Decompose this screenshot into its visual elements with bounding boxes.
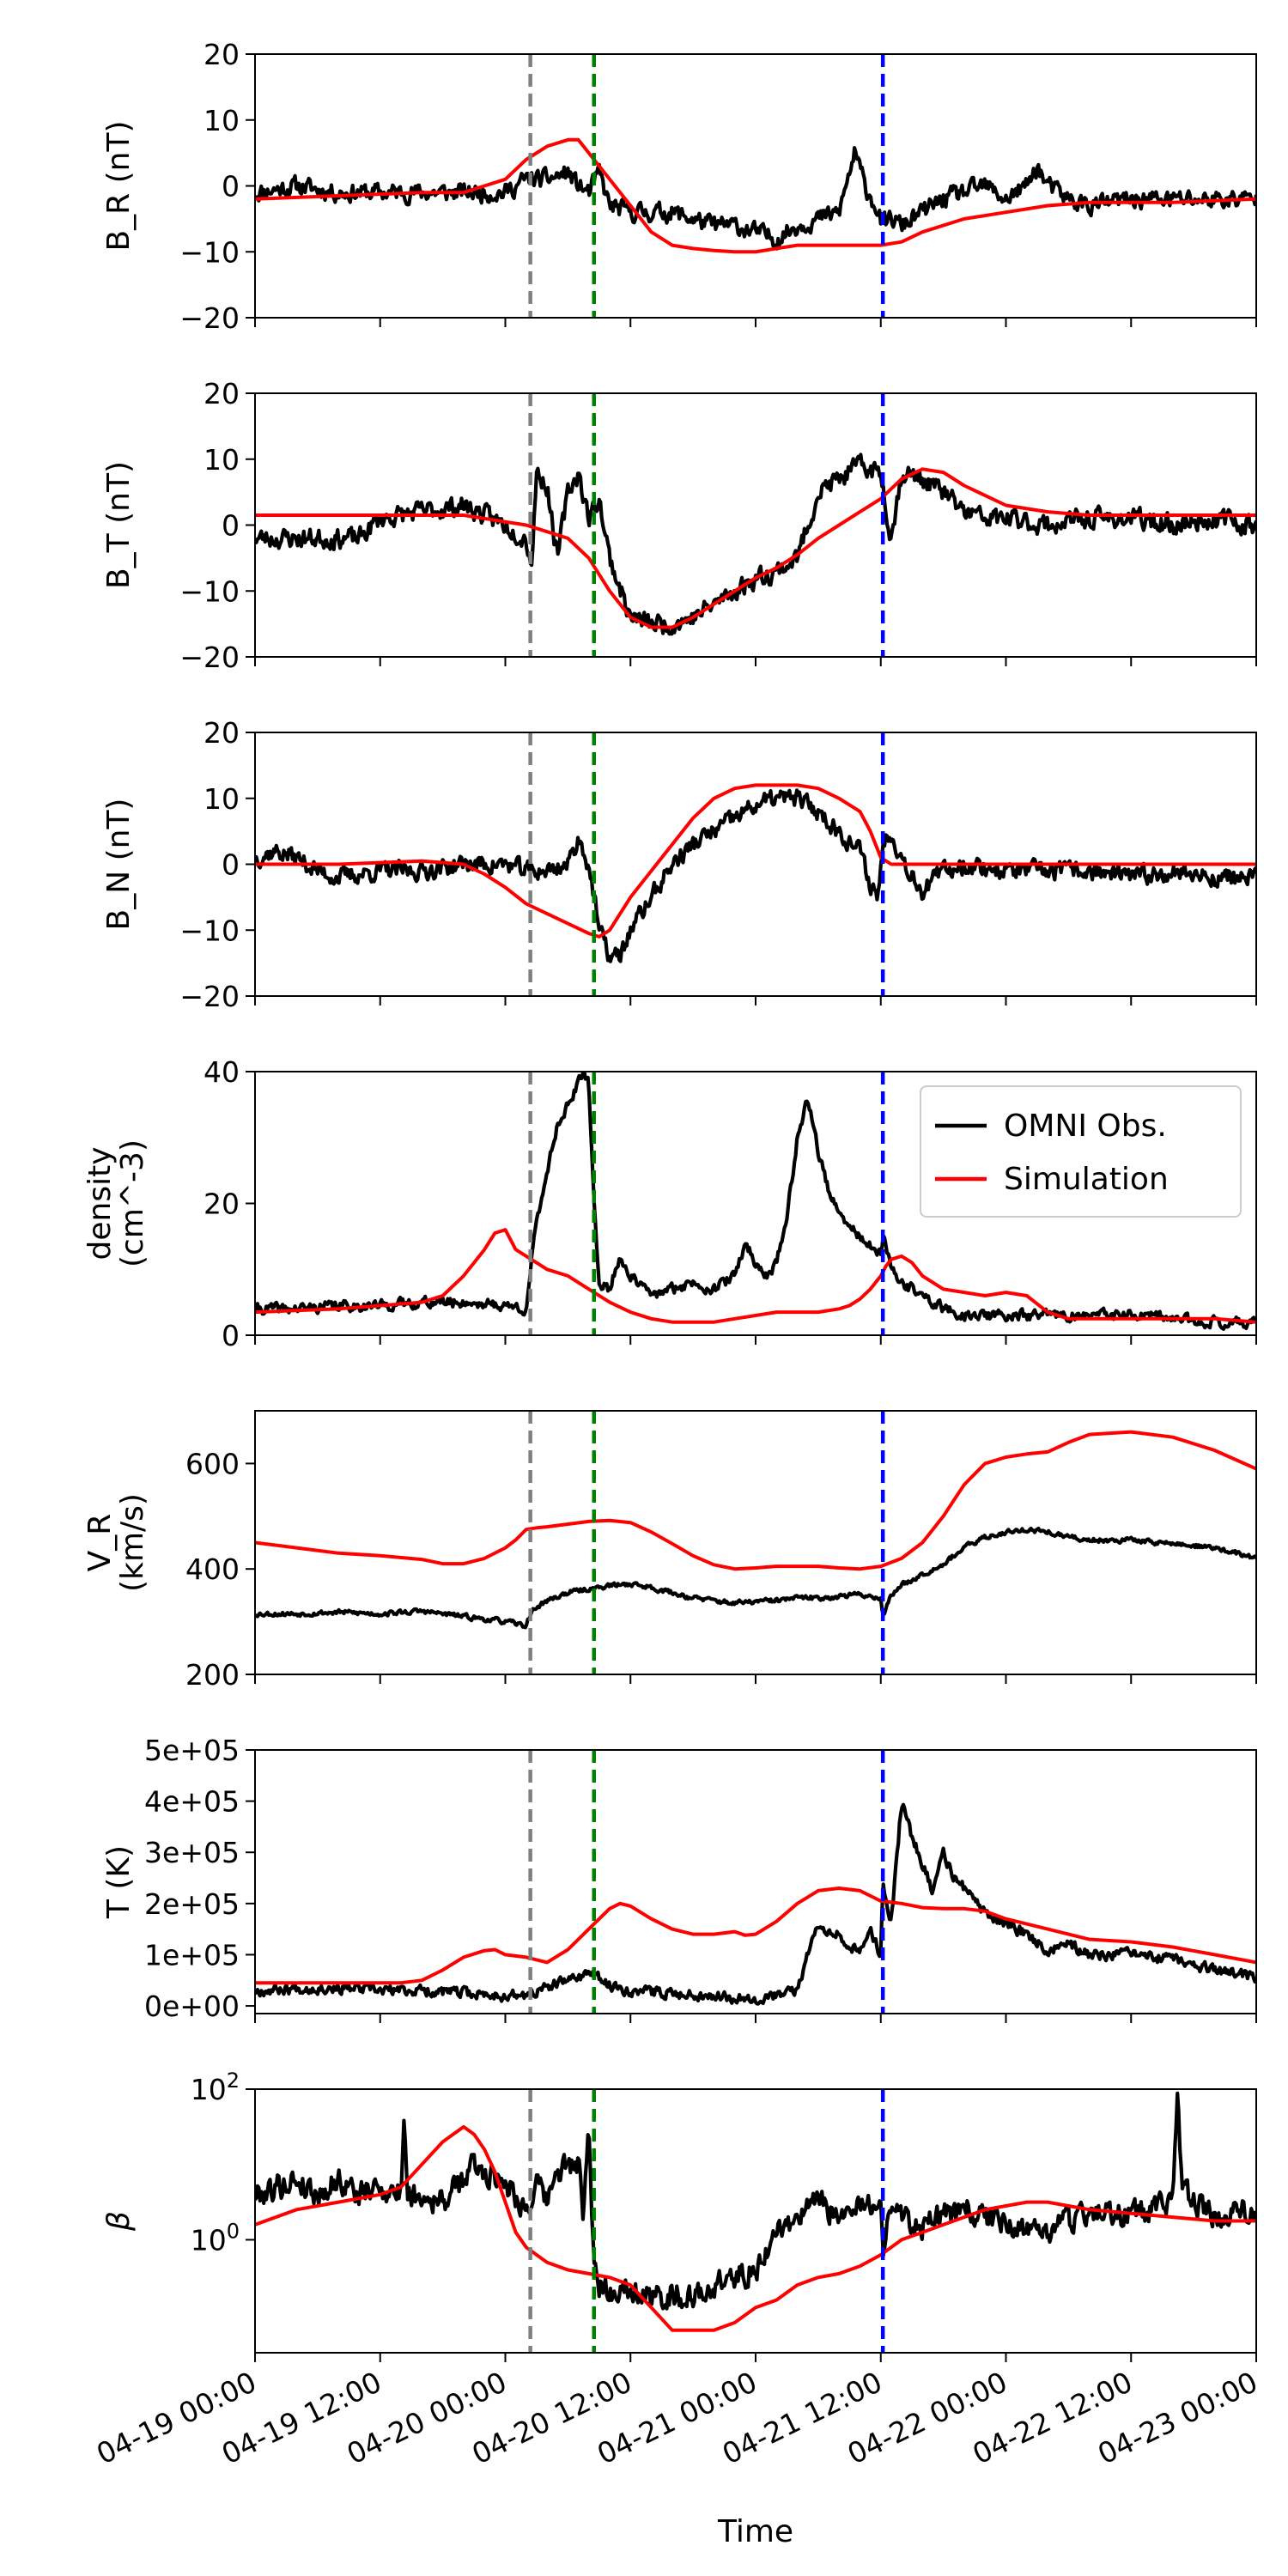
series-group <box>255 137 1256 254</box>
legend-label: OMNI Obs. <box>1004 1109 1167 1144</box>
y-tick-label: 20 <box>204 38 240 71</box>
omni-obs-line <box>255 2091 1256 2311</box>
y-tick-exponent: 2 <box>227 2069 240 2093</box>
y-tick-label: 102 <box>191 2069 240 2106</box>
y-axis-label: (cm^-3) <box>115 1139 150 1267</box>
y-axis-label: V_R <box>82 1514 118 1572</box>
y-tick-label: 20 <box>204 377 240 410</box>
y-tick-label: 0 <box>222 170 240 204</box>
legend: OMNI Obs. Simulation <box>920 1085 1242 1218</box>
y-tick-label: −20 <box>179 301 240 335</box>
series-group <box>255 783 1256 963</box>
y-axis-label: (km/s) <box>115 1493 150 1592</box>
simulation-line <box>255 137 1256 254</box>
simulation-line <box>255 2124 1256 2332</box>
y-tick-label: 10 <box>204 782 240 816</box>
omni-obs-line <box>255 1526 1256 1630</box>
y-tick-label: 20 <box>204 716 240 750</box>
axes-frame <box>254 392 1257 658</box>
series-group <box>255 1802 1256 2006</box>
y-tick-label: 1e+05 <box>144 1938 240 1971</box>
y-tick-label: 0 <box>222 509 240 543</box>
y-tick-label: 100 <box>191 2219 240 2257</box>
y-tick-label: 10 <box>204 443 240 477</box>
y-tick-label: 0 <box>222 1319 240 1352</box>
series-group <box>255 2091 1256 2332</box>
y-tick-label: 3e+05 <box>144 1836 240 1869</box>
y-axis-label: B_N (nT) <box>101 799 137 931</box>
series-group <box>255 453 1256 636</box>
panel-6: 5e+05 4e+05 3e+05 2e+05 1e+05 0e+00 T (K) <box>101 1734 1257 2023</box>
legend-box <box>920 1085 1242 1218</box>
y-tick-label: 600 <box>185 1447 240 1480</box>
y-tick-label: 200 <box>185 1658 240 1692</box>
omni-obs-line <box>255 146 1256 251</box>
axes-frame <box>254 53 1257 319</box>
y-tick-label: 40 <box>204 1055 240 1089</box>
y-tick-label: 0e+00 <box>144 1990 240 2023</box>
series-group <box>255 1072 1256 1331</box>
y-tick-label: 10 <box>204 104 240 137</box>
y-tick-label: 5e+05 <box>144 1734 240 1767</box>
panel-4: 40 20 0 density(cm^-3) OMNI Obs. Simulation <box>82 1055 1257 1352</box>
series-group <box>255 1430 1256 1630</box>
y-tick-label: 0 <box>222 848 240 882</box>
panel-1: 20 10 0 −10 −20 B_R (nT) <box>101 38 1257 335</box>
y-tick-label: 20 <box>204 1188 240 1221</box>
y-tick-label: 2e+05 <box>144 1887 240 1921</box>
panel-2: 20 10 0 −10 −20 B_T (nT) <box>101 377 1257 674</box>
y-axis-label: density <box>82 1147 118 1261</box>
y-axis-label: B_T (nT) <box>101 461 137 589</box>
y-axis-label: β <box>101 2211 137 2232</box>
simulation-line <box>255 1886 1256 1985</box>
omni-obs-line <box>255 453 1256 636</box>
y-axis-label: T (K) <box>101 1845 137 1919</box>
panel-7: 102 100 β <box>101 2069 1257 2362</box>
legend-label: Simulation <box>1004 1162 1169 1197</box>
y-tick-exponent: 0 <box>227 2219 240 2243</box>
omni-obs-line <box>255 1802 1256 2006</box>
y-tick-label: 4e+05 <box>144 1785 240 1819</box>
y-axis-label: B_R (nT) <box>101 120 137 251</box>
simulation-line <box>255 1228 1256 1324</box>
simulation-line <box>255 1430 1256 1571</box>
y-tick-label: −10 <box>179 914 240 947</box>
y-tick-label: 400 <box>185 1552 240 1586</box>
simulation-line <box>255 467 1256 629</box>
y-tick-label: −20 <box>179 641 240 674</box>
omni-obs-line <box>255 788 1256 963</box>
x-axis-label: Time <box>717 2514 793 2549</box>
panel-5: 600 400 200 V_R(km/s) <box>82 1410 1257 1692</box>
panel-3: 20 10 0 −10 −20 B_N (nT) <box>101 716 1257 1013</box>
y-tick-label: −20 <box>179 980 240 1013</box>
y-tick-label: −10 <box>179 235 240 269</box>
y-tick-label: −10 <box>179 574 240 608</box>
axes-frame <box>254 1749 1257 2014</box>
simulation-line <box>255 783 1256 939</box>
